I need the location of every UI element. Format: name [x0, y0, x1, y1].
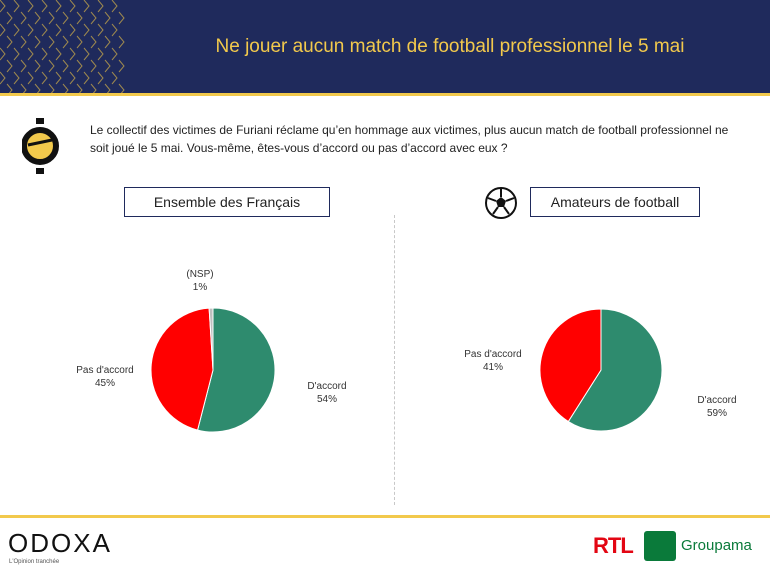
page-title: Ne jouer aucun match de football profess…: [215, 35, 685, 57]
pie-slice-all-1: [150, 307, 214, 431]
groupama-logo-icon: [644, 531, 676, 561]
header-rule: [0, 93, 770, 96]
pie-slice-all-2: [208, 307, 214, 371]
odoxa-logo: ODOXA: [8, 528, 112, 558]
header-banner: Ne jouer aucun match de football profess…: [0, 0, 770, 93]
pie-slice-all-0: [196, 307, 276, 433]
football-icon: [485, 187, 517, 219]
rtl-logo: RTL: [593, 533, 634, 558]
odoxa-mark-icon: [22, 118, 59, 174]
slice-label-agree-fans: D'accord 59%: [697, 395, 737, 419]
slice-label-agree-all: D'accord 54%: [307, 381, 347, 405]
slice-label-disagree-fans: Pas d'accord 41%: [464, 349, 522, 373]
pie-slice-fans-1: [539, 308, 602, 423]
question-text: Le collectif des victimes de Furiani réc…: [90, 123, 729, 155]
pie-slice-fans-0: [567, 308, 663, 432]
footer-rule: [0, 515, 770, 518]
header-chevron-pattern: [0, 0, 125, 93]
odoxa-tagline: L'Opinion tranchée: [9, 559, 60, 565]
groupama-logo: Groupama: [681, 537, 752, 554]
chart-title-fans: Amateurs de football: [530, 187, 700, 217]
chart-title-all: Ensemble des Français: [124, 187, 330, 217]
chart-divider: [394, 215, 395, 505]
slice-label-nsp: (NSP) 1%: [186, 269, 214, 293]
slice-label-disagree-all: Pas d'accord 45%: [76, 365, 134, 389]
